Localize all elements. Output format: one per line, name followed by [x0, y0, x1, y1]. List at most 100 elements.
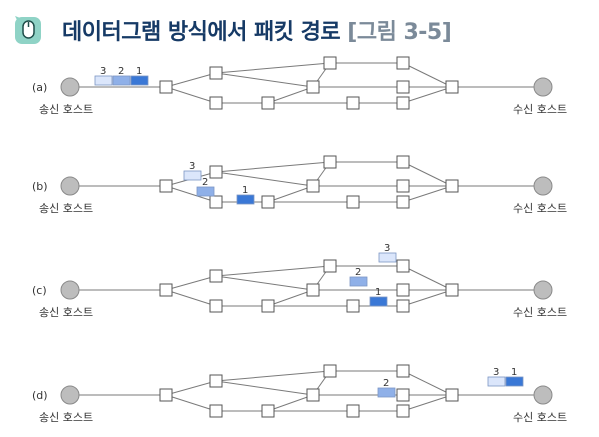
panel-b: (b) 송신 호스트 수신 호스트 32 1: [32, 155, 567, 215]
receiver-host: [533, 385, 553, 405]
sender-host-label: 송신 호스트: [39, 103, 93, 116]
receiver-host-label: 수신 호스트: [513, 411, 567, 424]
packet-number-1: 1: [136, 66, 142, 77]
router-node-A: [159, 283, 173, 297]
link-J-K: [402, 289, 453, 307]
packet-number-3: 3: [189, 161, 195, 172]
router-node-A: [159, 179, 173, 193]
packet-2: [196, 186, 215, 197]
panel-label: (d): [32, 389, 48, 402]
router-node-J: [396, 195, 410, 209]
receiver-host: [533, 77, 553, 97]
packet-2: [112, 75, 131, 86]
link-A-C: [165, 86, 217, 104]
router-node-I: [346, 195, 360, 209]
sender-host: [60, 385, 80, 405]
router-node-E: [306, 80, 320, 94]
packet-1: [130, 75, 149, 86]
router-node-E: [306, 283, 320, 297]
link-G-K: [402, 265, 453, 291]
router-node-J: [396, 96, 410, 110]
router-node-F: [323, 155, 337, 169]
router-node-B: [209, 269, 223, 283]
link-B-F: [215, 62, 331, 74]
router-node-D: [261, 195, 275, 209]
packet-3: [487, 376, 506, 387]
router-node-D: [261, 299, 275, 313]
router-node-B: [209, 165, 223, 179]
router-node-C: [209, 299, 223, 313]
packet-1: [369, 296, 388, 307]
link-J-K: [402, 394, 453, 412]
sender-host-label: 송신 호스트: [39, 202, 93, 215]
sender-host: [60, 176, 80, 196]
router-node-G: [396, 259, 410, 273]
link-G-K: [402, 62, 453, 88]
packet-1: [236, 194, 255, 205]
sender-host: [60, 280, 80, 300]
router-node-E: [306, 388, 320, 402]
header: 데이터그램 방식에서 패킷 경로 [그림 3-5]: [0, 0, 599, 60]
title-main: 데이터그램 방식에서 패킷 경로: [62, 20, 341, 45]
link-B-E: [215, 72, 314, 88]
link-A-B: [165, 275, 217, 291]
packet-number-1: 1: [375, 287, 381, 298]
router-node-I: [346, 299, 360, 313]
link-D-E: [267, 86, 314, 104]
packet-number-2: 2: [118, 66, 124, 77]
receiver-host-label: 수신 호스트: [513, 202, 567, 215]
link-D-E: [267, 185, 314, 203]
router-node-G: [396, 155, 410, 169]
link-B-E: [215, 380, 314, 396]
panel-c: (c) 송신 호스트 수신 호스트 3 2 1: [32, 243, 567, 319]
packet-number-2: 2: [202, 177, 208, 188]
packet-3: [183, 170, 202, 181]
router-node-D: [261, 404, 275, 418]
link-G-K: [402, 370, 453, 396]
packet-number-1: 1: [242, 185, 248, 196]
router-node-H: [396, 80, 410, 94]
router-node-H: [396, 179, 410, 193]
router-node-K: [445, 80, 459, 94]
packet-2: [377, 387, 396, 398]
link-J-K: [402, 185, 453, 203]
router-node-H: [396, 388, 410, 402]
panel-d: (d) 송신 호스트 수신 호스트 2 3 1: [32, 364, 567, 424]
link-G-K: [402, 161, 453, 187]
router-node-F: [323, 56, 337, 70]
packet-3: [94, 75, 113, 86]
router-node-I: [346, 96, 360, 110]
panel-label: (b): [32, 180, 48, 193]
link-A-C: [165, 289, 217, 307]
packet-3: [378, 252, 397, 263]
sender-host: [60, 77, 80, 97]
link-A-B: [165, 380, 217, 396]
router-node-E: [306, 179, 320, 193]
packet-number-2: 2: [355, 267, 361, 278]
packet-number-3: 3: [493, 367, 499, 378]
router-node-C: [209, 404, 223, 418]
packet-number-2: 2: [383, 378, 389, 389]
link-B-F: [215, 161, 331, 173]
router-node-J: [396, 404, 410, 418]
router-node-A: [159, 388, 173, 402]
mouse-badge-icon: [15, 16, 41, 44]
router-node-H: [396, 283, 410, 297]
packet-number-3: 3: [100, 66, 106, 77]
router-node-K: [445, 283, 459, 297]
link-B-F: [215, 265, 331, 277]
link-B-E: [215, 171, 314, 187]
receiver-host: [533, 280, 553, 300]
sender-host-label: 송신 호스트: [39, 411, 93, 424]
receiver-host-label: 수신 호스트: [513, 306, 567, 319]
link-A-C: [165, 185, 217, 203]
receiver-host-label: 수신 호스트: [513, 103, 567, 116]
link-B-E: [215, 275, 314, 291]
packet-1: [505, 376, 524, 387]
link-D-E: [267, 289, 314, 307]
link-A-B: [165, 72, 217, 88]
router-node-I: [346, 404, 360, 418]
link-D-E: [267, 394, 314, 412]
router-node-F: [323, 364, 337, 378]
